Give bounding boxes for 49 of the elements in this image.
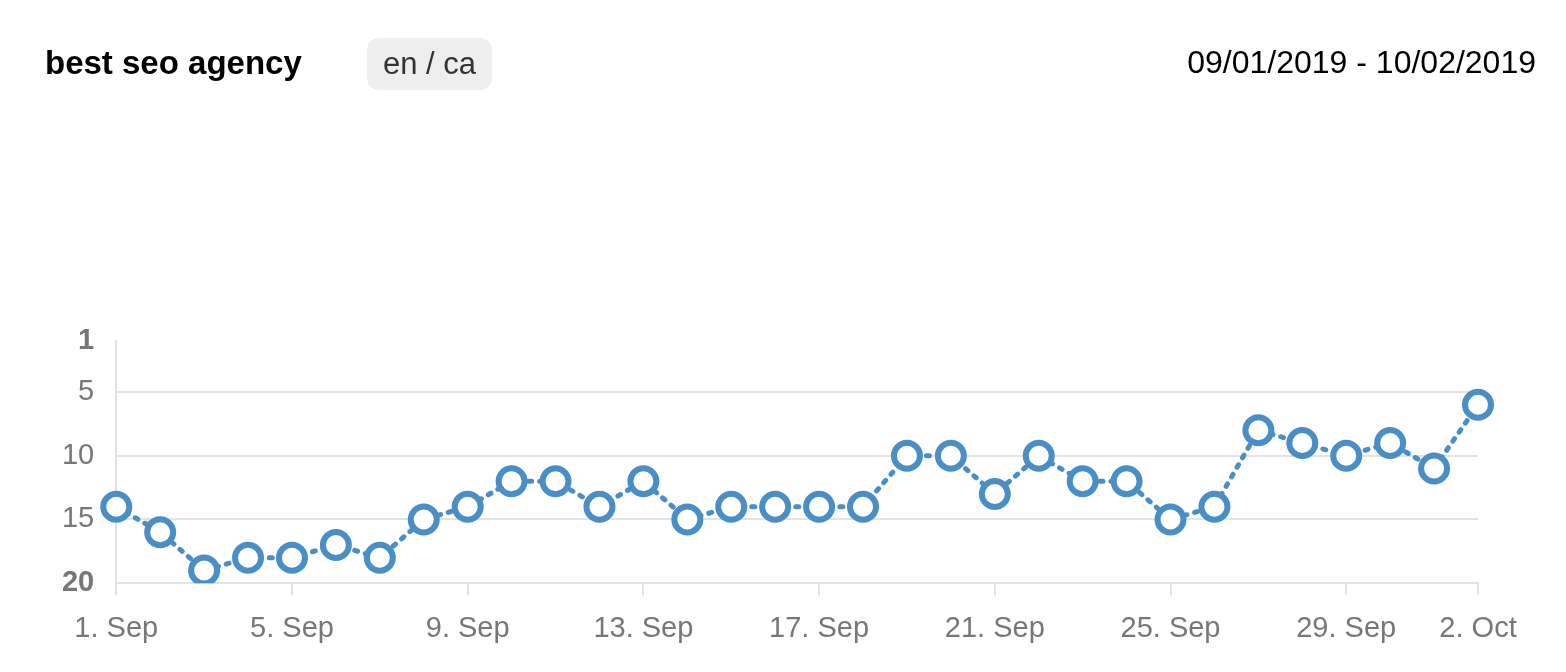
x-tick-label: 17. Sep: [769, 610, 870, 643]
y-tick-label: 15: [61, 501, 95, 534]
x-tick-label: 25. Sep: [1120, 610, 1221, 643]
y-tick-label: 10: [61, 437, 95, 470]
point: [803, 490, 836, 523]
point: [451, 490, 484, 523]
point: [627, 465, 660, 498]
x-tick-label: 29. Sep: [1296, 610, 1397, 643]
point: [1374, 426, 1407, 459]
x-tick-label: 1. Sep: [74, 610, 159, 643]
text: 09/01/2019 - 10/02/2019: [1187, 44, 1536, 81]
point: [1286, 426, 1319, 459]
point: [978, 477, 1011, 510]
x-tick-label: 9. Sep: [425, 610, 510, 643]
point: [847, 490, 880, 523]
x-tick-label: 21. Sep: [944, 610, 1045, 643]
y-tick-label: 20: [61, 565, 95, 598]
point: [1330, 439, 1363, 472]
point: [671, 503, 704, 536]
y-tick-label: 5: [78, 373, 95, 406]
point: [1022, 439, 1055, 472]
point: [232, 541, 265, 574]
point: [188, 554, 221, 584]
point: [1154, 503, 1187, 536]
point: [1198, 490, 1231, 523]
point: [1066, 465, 1099, 498]
point: [275, 541, 308, 574]
point: [363, 541, 396, 574]
point: [100, 490, 133, 523]
chart-subtitle: en / ca: [367, 38, 493, 90]
point: [319, 528, 352, 561]
point: [1242, 414, 1275, 447]
y-tick-label: 1: [78, 323, 95, 355]
point: [539, 465, 572, 498]
x-tick-label: 2. Oct: [1439, 610, 1517, 643]
x-tick-label: 13. Sep: [593, 610, 694, 643]
chart-title: best seo agency: [45, 44, 302, 82]
point: [1110, 465, 1143, 498]
point: [934, 439, 967, 472]
point: [715, 490, 748, 523]
point: [759, 490, 792, 523]
point: [144, 516, 177, 549]
x-tick-label: 5. Sep: [250, 610, 334, 643]
point: [1462, 388, 1494, 421]
point: [583, 490, 616, 523]
point: [407, 503, 440, 536]
point: [495, 465, 528, 498]
point: [890, 439, 923, 472]
point: [1418, 452, 1451, 485]
